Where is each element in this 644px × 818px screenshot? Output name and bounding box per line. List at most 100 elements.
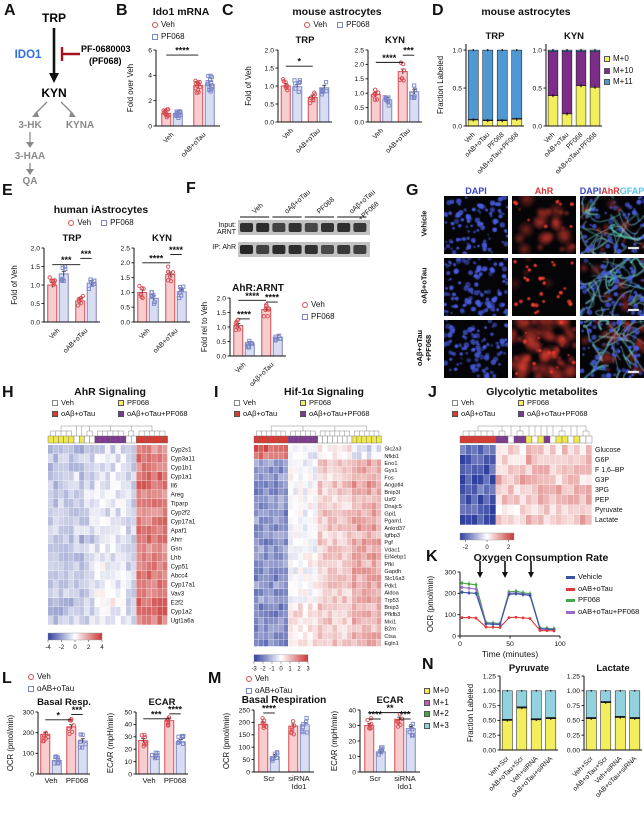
pf068-swatch-icon (118, 400, 124, 407)
arrow-down-icon (49, 73, 59, 83)
svg-text:2.0: 2.0 (31, 245, 41, 252)
svg-text:0: 0 (128, 771, 132, 778)
svg-text:Cyp51: Cyp51 (171, 564, 189, 571)
svg-text:30: 30 (124, 734, 132, 741)
svg-text:Bnip3: Bnip3 (384, 605, 398, 611)
svg-text:300: 300 (445, 569, 457, 576)
svg-text:Basal Respiration: Basal Respiration (242, 695, 326, 706)
svg-text:Cyp17a1: Cyp17a1 (171, 519, 196, 526)
m11-marker-icon (604, 79, 610, 86)
svg-text:Ankrd37: Ankrd37 (384, 526, 405, 532)
svg-text:20: 20 (124, 747, 132, 754)
panel-e-legend: Veh PF068 (16, 218, 186, 229)
svg-text:Ctsa: Ctsa (384, 634, 396, 640)
svg-text:-2: -2 (463, 545, 469, 551)
oab-otau-marker-icon (246, 687, 252, 694)
svg-text:Lactate: Lactate (596, 663, 629, 674)
svg-text:Pfkl: Pfkl (384, 562, 393, 568)
svg-text:****: **** (368, 709, 383, 719)
svg-text:AhR:ARNT: AhR:ARNT (232, 283, 284, 294)
svg-text:***: *** (151, 709, 162, 719)
veh-swatch-icon (234, 400, 240, 407)
dapi-image-row2 (444, 258, 508, 316)
svg-text:PF068: PF068 (164, 776, 186, 785)
panel-d-legend: M+0 M+10 M+11 (604, 54, 633, 88)
panel-a-label: A (4, 2, 16, 19)
svg-text:Gys1: Gys1 (384, 468, 397, 474)
svg-text:0.50: 0.50 (567, 718, 580, 725)
svg-text:ARNT: ARNT (217, 229, 237, 236)
svg-text:-1: -1 (269, 667, 275, 673)
svg-text:0.75: 0.75 (483, 703, 496, 710)
panel-k-label: K (426, 548, 438, 565)
svg-text:2.5: 2.5 (355, 47, 365, 54)
svg-text:*: * (297, 57, 301, 67)
c-trp-chart: TRP 0.0 0.5 1.0 1.5 2.0 Fold of Veh Veh oAB+oTau… (244, 34, 338, 173)
svg-text:0.25: 0.25 (483, 733, 496, 740)
svg-text:KYN: KYN (385, 35, 405, 46)
panel-f-legend: Veh PF068 (302, 300, 335, 322)
svg-text:KYN: KYN (152, 233, 172, 244)
svg-text:Veh: Veh (234, 361, 247, 374)
panel-k-title: Oxygen Consumption Rate (473, 552, 609, 564)
veh-marker-icon (152, 22, 158, 29)
svg-text:****: **** (237, 309, 252, 319)
oab-otau-pf068-line-icon (566, 610, 575, 614)
svg-text:Il6: Il6 (171, 483, 178, 490)
svg-text:0.0: 0.0 (533, 123, 543, 130)
m-ecar-chart: ECAR 0 10 20 30 40 ECAR (mpH/min) Scr siRNA Ido1 *… (330, 694, 424, 803)
c-kyn-chart: KYN 0.0 0.5 1.0 1.5 2.0 2.5 Veh oAB+oTau **** *** (342, 34, 428, 173)
svg-text:0.5: 0.5 (31, 301, 41, 308)
l-basal-chart: Basal Resp. 0 100 200 300 OCR (pmol/min) Veh PF… (6, 696, 94, 799)
svg-text:Scr: Scr (369, 774, 381, 783)
svg-text:PF068: PF068 (316, 196, 336, 215)
row-label-oab-otau: oAβ+oTau (419, 267, 429, 304)
svg-text:50: 50 (506, 641, 514, 648)
svg-text:Veh: Veh (251, 202, 265, 215)
ido1-node: IDO1 (15, 49, 42, 61)
svg-text:Fold rel to Veh: Fold rel to Veh (200, 302, 209, 352)
j-chart: Glucose G6P F 1,6–BP G3P 3PG PEP Pyruvate Lacta… (432, 422, 642, 558)
ahr-image-row1 (512, 196, 576, 254)
svg-text:siRNA: siRNA (288, 774, 310, 783)
trp-node: TRP (42, 11, 66, 25)
svg-text:0.0: 0.0 (265, 119, 275, 126)
svg-text:Mxi1: Mxi1 (384, 619, 396, 625)
svg-text:2: 2 (507, 545, 511, 551)
panel-b-title: Ido1 mRNA (152, 6, 210, 18)
pf068-marker-icon (152, 33, 158, 40)
panel-b-label: B (116, 2, 128, 19)
svg-text:Slc2a3: Slc2a3 (384, 447, 401, 453)
svg-text:****: **** (168, 704, 183, 714)
svg-text:Veh: Veh (162, 131, 175, 144)
svg-text:Ido1: Ido1 (292, 782, 307, 791)
panel-i-label: I (214, 384, 219, 401)
coip-blot: Veh oAβ+oTau PF068 oAβ+oTau +PF068 Input: ARNT… (192, 184, 392, 269)
svg-text:0.00: 0.00 (483, 747, 496, 754)
svg-text:G3P: G3P (595, 477, 609, 484)
svg-text:Glucose: Glucose (595, 447, 621, 454)
svg-text:Pyruvate: Pyruvate (595, 507, 623, 514)
svg-text:100: 100 (445, 612, 457, 619)
svg-text:G6P: G6P (595, 457, 609, 464)
branch-arrow-right-icon (69, 111, 76, 117)
svg-text:Fold over Veh: Fold over Veh (126, 64, 135, 112)
merge-column-header: DAPIAhRGFAP (579, 186, 644, 196)
svg-text:0: 0 (452, 633, 456, 640)
svg-text:Veh: Veh (44, 776, 57, 785)
m3-swatch-icon (424, 722, 430, 729)
panel-i-legend: Veh PF068 oAβ+oTau oAβ+oTau+PF068 (234, 398, 370, 419)
svg-text:Trp53: Trp53 (384, 598, 398, 604)
svg-text:6: 6 (148, 47, 152, 54)
panel-j-title: Glycolytic metabolites (486, 386, 598, 398)
svg-text:Usf2: Usf2 (384, 497, 396, 503)
oab-otau-swatch-icon (452, 410, 458, 417)
kyna-node: KYNA (66, 120, 94, 131)
svg-text:Ahrr: Ahrr (171, 537, 183, 544)
m1-swatch-icon (424, 699, 430, 706)
branch-arrow-left-icon (32, 111, 39, 117)
svg-text:10: 10 (124, 759, 132, 766)
kyn-node: KYN (41, 86, 66, 100)
svg-text:Basal Resp.: Basal Resp. (37, 697, 91, 708)
svg-text:ECAR: ECAR (149, 697, 176, 708)
